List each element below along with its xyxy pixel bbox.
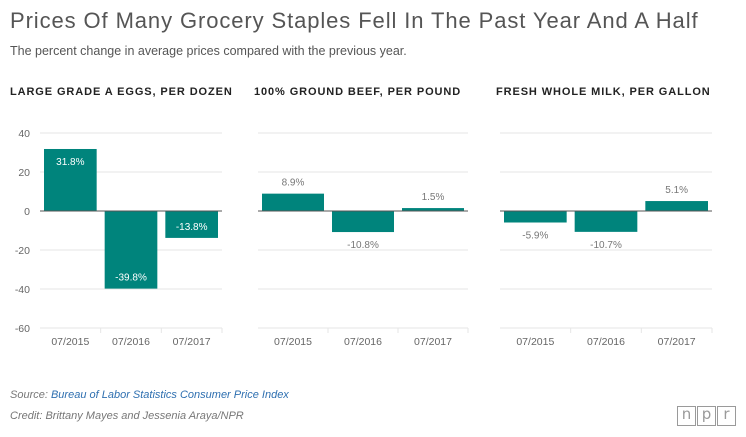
y-tick-label: -20 bbox=[15, 245, 30, 257]
data-label: 8.9% bbox=[282, 178, 305, 189]
x-tick-label: 07/2017 bbox=[658, 336, 696, 348]
x-tick-label: 07/2017 bbox=[173, 336, 211, 348]
bar-07-2016 bbox=[104, 211, 158, 289]
data-label: -10.7% bbox=[590, 240, 622, 251]
y-tick-label: -60 bbox=[15, 323, 30, 335]
y-tick-label: 20 bbox=[18, 167, 30, 179]
x-tick-label: 07/2016 bbox=[344, 336, 382, 348]
y-tick-label: -40 bbox=[15, 284, 30, 296]
logo-letter-n: n bbox=[677, 406, 696, 426]
x-tick-label: 07/2015 bbox=[51, 336, 89, 348]
small-multiples-chart: 40 20 0 -20 -40 -60 31.8% 07/2015 -39.8% 07/2016 -… bbox=[15, 128, 713, 348]
source-link[interactable]: Bureau of Labor Statistics Consumer Pric… bbox=[50, 389, 289, 401]
y-tick-label: 40 bbox=[18, 128, 30, 140]
x-tick-label: 07/2015 bbox=[274, 336, 312, 348]
data-label: -10.8% bbox=[347, 240, 379, 251]
npr-logo: n p r bbox=[677, 406, 736, 426]
bar-07-2016 bbox=[332, 211, 394, 233]
bar-07-2016 bbox=[574, 211, 638, 232]
credit-note: Credit: Brittany Mayes and Jessenia Aray… bbox=[10, 410, 244, 422]
logo-letter-p: p bbox=[697, 406, 716, 426]
bar-07-2017 bbox=[645, 201, 708, 211]
bar-07-2017 bbox=[165, 211, 218, 238]
x-tick-label: 07/2016 bbox=[112, 336, 150, 348]
x-tick-label: 07/2017 bbox=[414, 336, 452, 348]
bar-07-2017 bbox=[402, 208, 464, 211]
data-label: -5.9% bbox=[522, 231, 548, 242]
x-tick-label: 07/2016 bbox=[587, 336, 625, 348]
chart-subtitle: The percent change in average prices com… bbox=[10, 44, 407, 58]
bar-07-2015 bbox=[44, 148, 97, 211]
data-label: 31.8% bbox=[56, 157, 84, 168]
source-note: Source: Bureau of Labor Statistics Consu… bbox=[10, 389, 289, 401]
panel-title-milk: FRESH WHOLE MILK, PER GALLON bbox=[496, 86, 711, 98]
bar-07-2015 bbox=[262, 193, 324, 211]
data-label: -39.8% bbox=[115, 273, 147, 284]
data-label: 5.1% bbox=[665, 185, 688, 196]
panel-title-eggs: LARGE GRADE A EGGS, PER DOZEN bbox=[10, 86, 233, 98]
y-tick-label: 0 bbox=[24, 206, 30, 218]
source-prefix: Source: bbox=[10, 389, 51, 401]
logo-letter-r: r bbox=[717, 406, 736, 426]
x-tick-label: 07/2015 bbox=[516, 336, 554, 348]
data-label: 1.5% bbox=[422, 192, 445, 203]
chart-title: Prices Of Many Grocery Staples Fell In T… bbox=[10, 8, 699, 33]
data-label: -13.8% bbox=[176, 222, 208, 233]
bar-07-2015 bbox=[504, 211, 567, 223]
panel-title-beef: 100% GROUND BEEF, PER POUND bbox=[254, 86, 462, 98]
